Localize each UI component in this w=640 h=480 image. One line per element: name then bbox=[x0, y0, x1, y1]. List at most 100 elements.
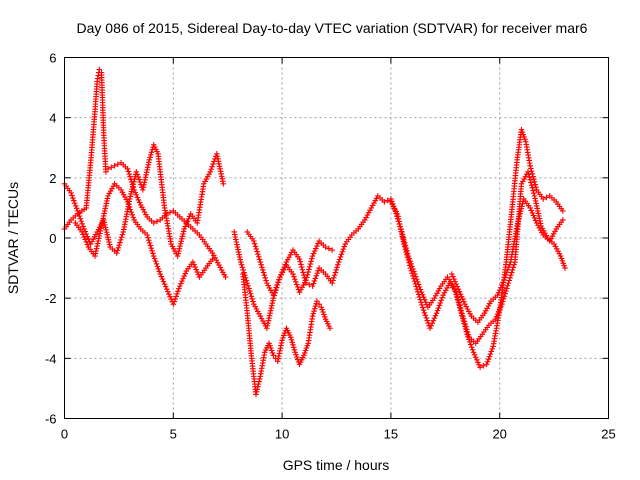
data-point bbox=[532, 217, 539, 224]
data-point bbox=[525, 169, 531, 175]
data-point bbox=[403, 249, 409, 255]
data-point bbox=[437, 300, 444, 306]
grid-lines bbox=[64, 57, 609, 419]
data-point bbox=[312, 303, 319, 309]
data-point bbox=[151, 255, 158, 262]
data-point bbox=[116, 242, 122, 248]
data-point bbox=[310, 280, 317, 287]
data-point bbox=[128, 209, 135, 216]
data-point bbox=[313, 273, 320, 279]
data-point bbox=[181, 273, 187, 279]
data-point bbox=[456, 288, 463, 295]
data-point bbox=[289, 339, 296, 346]
data-point bbox=[496, 306, 503, 312]
data-point bbox=[253, 391, 259, 398]
data-point bbox=[176, 245, 183, 252]
data-point bbox=[127, 193, 134, 200]
data-point bbox=[468, 344, 475, 350]
data-point bbox=[273, 284, 279, 291]
data-point bbox=[428, 322, 434, 329]
data-point bbox=[476, 362, 482, 368]
plot-marks bbox=[61, 66, 568, 398]
data-point bbox=[255, 254, 262, 260]
data-point bbox=[184, 218, 191, 225]
x-tick-label: 0 bbox=[61, 427, 68, 442]
y-tick-label: 2 bbox=[49, 171, 56, 186]
data-point bbox=[505, 280, 512, 286]
data-point bbox=[337, 254, 344, 260]
data-point bbox=[69, 192, 75, 199]
data-point bbox=[176, 248, 182, 254]
data-point bbox=[166, 291, 172, 297]
data-point bbox=[533, 184, 539, 190]
data-point bbox=[472, 354, 479, 361]
data-point bbox=[454, 283, 461, 290]
data-point bbox=[458, 293, 465, 300]
data-point bbox=[463, 326, 470, 333]
data-point bbox=[177, 240, 184, 247]
axis-ticks: 0 5 10 15 20 25 -6 -4 -2 0 2 4 6 bbox=[45, 51, 616, 442]
data-point bbox=[288, 334, 294, 341]
data-point bbox=[526, 174, 533, 180]
data-point bbox=[499, 298, 506, 305]
data-point bbox=[134, 171, 141, 178]
data-point bbox=[81, 226, 87, 232]
data-point bbox=[245, 282, 251, 289]
data-point bbox=[502, 274, 508, 281]
data-point bbox=[128, 191, 134, 197]
data-point bbox=[335, 259, 342, 265]
data-point bbox=[507, 275, 513, 281]
data-point bbox=[303, 277, 309, 283]
data-point bbox=[457, 302, 463, 309]
data-point bbox=[177, 283, 183, 289]
data-point bbox=[262, 275, 269, 281]
data-point bbox=[514, 220, 521, 227]
data-point bbox=[80, 223, 86, 230]
data-point bbox=[260, 269, 267, 276]
data-point bbox=[496, 287, 503, 293]
data-point bbox=[528, 179, 534, 186]
data-point bbox=[530, 187, 536, 194]
data-point bbox=[146, 156, 153, 163]
data-point bbox=[190, 259, 196, 265]
data-point bbox=[416, 294, 423, 300]
data-point bbox=[135, 197, 142, 203]
data-point bbox=[517, 210, 523, 217]
data-point bbox=[480, 363, 487, 369]
data-point bbox=[248, 293, 255, 300]
data-point bbox=[419, 302, 425, 308]
series-track-f bbox=[244, 229, 335, 298]
data-point bbox=[455, 297, 462, 303]
data-point bbox=[250, 298, 256, 305]
data-point bbox=[124, 166, 131, 172]
data-point bbox=[505, 264, 512, 271]
data-point bbox=[459, 313, 466, 320]
data-point bbox=[297, 258, 304, 265]
data-point bbox=[104, 231, 111, 238]
data-point bbox=[155, 266, 162, 272]
data-point bbox=[71, 200, 78, 206]
data-point bbox=[130, 181, 137, 187]
data-point bbox=[207, 169, 214, 175]
data-point bbox=[529, 171, 536, 177]
data-point bbox=[501, 293, 508, 300]
data-point bbox=[531, 179, 538, 185]
data-point bbox=[311, 308, 317, 315]
data-point bbox=[401, 241, 407, 247]
data-point bbox=[326, 245, 332, 252]
y-tick-label: -4 bbox=[45, 351, 57, 366]
y-axis-label: SDTVAR / TECUs bbox=[5, 182, 21, 294]
data-point bbox=[540, 196, 547, 202]
data-point bbox=[452, 278, 458, 285]
data-point bbox=[124, 199, 131, 205]
data-point bbox=[315, 267, 321, 274]
data-point bbox=[429, 320, 436, 327]
data-point bbox=[144, 232, 150, 238]
data-point bbox=[435, 305, 442, 311]
data-point bbox=[270, 352, 277, 359]
data-point bbox=[525, 171, 532, 178]
data-point bbox=[259, 267, 266, 273]
data-point bbox=[503, 272, 509, 278]
x-tick-label: 25 bbox=[601, 427, 615, 442]
